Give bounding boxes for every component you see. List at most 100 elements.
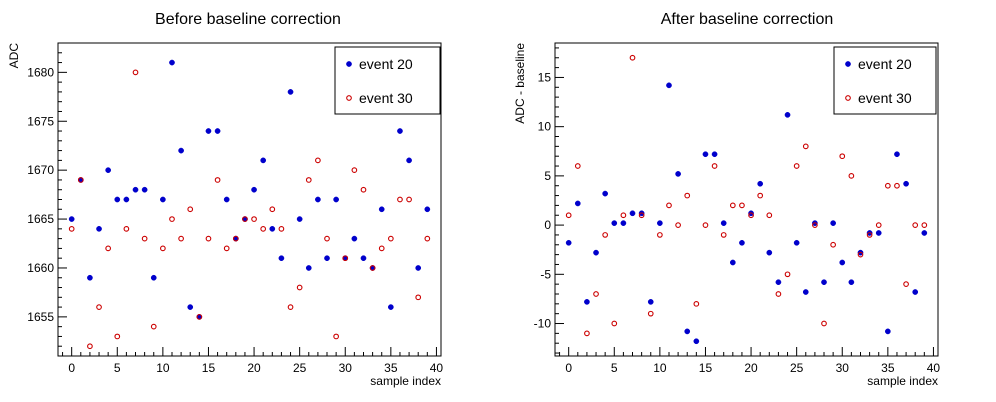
data-point-event20 [757,180,764,187]
x-tick-label: 30 [339,361,353,375]
data-point-event20 [629,210,636,217]
data-point-event20 [830,220,836,226]
data-point-event30 [894,182,900,189]
data-point-event30 [666,202,672,209]
data-point-event30 [214,177,221,183]
x-tick-label: 15 [699,361,713,375]
legend-label: event 20 [359,56,413,72]
x-tick-label: 10 [156,361,170,375]
data-point-event20 [912,289,919,295]
y-tick-label: -5 [540,267,551,281]
data-point-event30 [369,265,376,271]
data-point-event20 [287,89,294,95]
data-point-event20 [720,220,727,226]
data-point-event20 [729,259,736,266]
data-point-event30 [187,206,194,213]
x-tick-label: 20 [744,361,758,375]
data-point-event30 [269,206,276,213]
data-point-event20 [123,196,130,203]
legend-label: event 30 [858,90,912,106]
data-point-event20 [150,274,157,281]
y-tick-label: 1665 [27,212,54,226]
x-axis-label-2: sample index [867,374,938,388]
x-tick-label: 15 [202,361,216,375]
legend-marker-event20 [845,61,851,67]
data-point-event30 [105,245,112,252]
x-tick-label: 5 [611,361,618,375]
data-point-event20 [406,157,412,164]
data-point-event20 [921,230,928,236]
data-point-event30 [406,196,412,203]
data-point-event20 [884,328,891,335]
y-tick-label: 1675 [27,114,54,128]
x-tick-label: 25 [293,361,307,375]
data-point-event20 [360,255,367,262]
data-point-event30 [333,333,339,340]
data-point-event20 [96,225,102,232]
data-point-event20 [766,249,773,256]
data-point-event30 [593,291,599,297]
y-tick-label: 10 [538,120,552,134]
y-tick-label: 1655 [27,310,54,324]
data-point-event30 [657,232,663,238]
data-point-event30 [360,186,367,193]
data-point-event20 [711,151,718,158]
x-tick-label: 35 [881,361,895,375]
y-tick-label: 1670 [27,163,54,177]
data-point-event20 [802,289,809,295]
data-point-event20 [169,59,175,66]
data-point-event30 [784,271,791,278]
data-point-event30 [875,222,882,228]
legend-marker-event30 [845,95,851,101]
data-point-event20 [333,196,339,203]
data-point-event20 [693,338,700,345]
data-point-event30 [912,222,919,228]
data-point-event30 [702,222,709,228]
data-point-event20 [305,265,312,271]
x-tick-label: 25 [790,361,804,375]
data-point-event30 [821,320,827,327]
data-point-event30 [260,225,267,232]
data-point-event30 [775,291,782,297]
data-point-event20 [105,167,112,174]
data-point-event20 [848,279,855,286]
data-point-event30 [305,177,312,183]
data-point-event20 [87,274,93,281]
chart-title-2: After baseline correction [661,11,834,28]
data-point-event30 [342,255,349,262]
data-point-event30 [857,251,864,258]
data-point-event30 [315,157,321,164]
data-point-event30 [830,241,836,248]
data-point-event20 [875,230,882,236]
legend-box-2 [833,46,937,115]
data-point-event20 [296,216,303,222]
data-point-event30 [196,314,203,320]
data-point-event30 [123,225,130,232]
data-point-event20 [775,279,782,286]
data-point-event20 [251,186,257,193]
data-point-event30 [160,245,166,252]
data-point-event20 [387,304,394,310]
data-point-event30 [324,235,330,242]
data-point-event30 [232,235,239,242]
data-point-event20 [269,225,276,232]
data-point-event20 [793,239,800,246]
y-tick-label: 5 [544,169,551,183]
data-point-event20 [657,220,663,226]
data-point-event30 [132,69,139,76]
y-tick-label: -10 [534,317,552,331]
data-point-event20 [160,196,166,203]
data-point-event30 [378,245,385,252]
data-point-event20 [666,82,672,89]
data-point-event20 [647,299,654,305]
data-point-event20 [784,112,791,118]
data-point-event30 [620,212,627,219]
data-point-event30 [839,153,846,160]
data-point-event20 [260,157,267,164]
data-point-event30 [921,222,928,228]
data-point-event20 [584,299,590,305]
x-tick-label: 35 [384,361,398,375]
data-point-event30 [675,222,681,228]
